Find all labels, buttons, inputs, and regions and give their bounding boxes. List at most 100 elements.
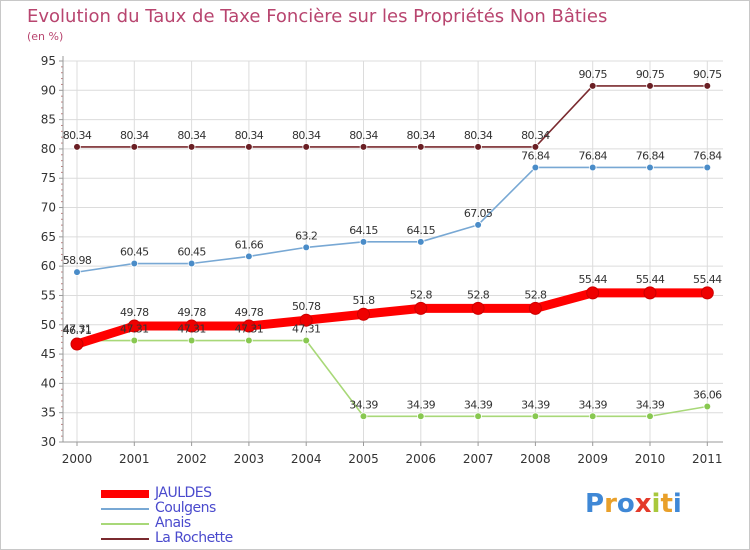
data-point-la-rochette-2001 [130,143,139,151]
data-point-la-rochette-2008 [531,143,540,151]
data-point-jauldes-2007 [471,301,485,315]
data-point-anais-2007 [474,412,482,421]
data-label-jauldes-2010: 55.44 [636,273,665,286]
data-label-jauldes-2001: 49.78 [120,306,149,319]
y-tick-label-40: 40 [41,376,56,390]
data-point-anais-2002 [187,336,196,345]
y-tick-label-95: 95 [41,54,56,68]
data-label-anais-2007: 34.39 [464,398,493,411]
data-point-la-rochette-2005 [359,143,368,151]
legend-label-anais: Anais [155,515,191,531]
y-tick-label-70: 70 [41,201,56,215]
proxiti-logo: Proxiti [585,489,682,519]
data-point-jauldes-2010 [643,286,657,300]
data-label-anais-2002: 47.31 [177,323,206,336]
y-tick-label-35: 35 [41,406,56,420]
data-point-jauldes-2008 [528,301,542,315]
data-label-coulgens-2001: 60.45 [120,246,149,259]
y-tick-label-45: 45 [41,347,56,361]
data-label-anais-2009: 34.39 [578,398,607,411]
logo-letter: r [604,489,617,519]
data-point-coulgens-2000 [73,268,81,276]
data-point-coulgens-2009 [588,163,597,172]
data-point-coulgens-2011 [703,163,712,172]
legend-swatch-la-rochette [101,538,149,540]
data-label-la-rochette-2004: 80.34 [292,129,321,142]
data-point-anais-2005 [359,412,368,421]
data-label-jauldes-2005: 51.8 [352,294,375,307]
data-label-la-rochette-2007: 80.34 [464,129,493,142]
data-label-coulgens-2004: 63.2 [295,229,317,242]
series-line-jauldes [72,288,712,349]
y-tick-label-85: 85 [41,113,56,127]
legend-swatch-jauldes [101,490,149,498]
data-label-la-rochette-2000: 80.34 [63,129,92,142]
data-point-coulgens-2003 [245,252,253,261]
data-label-jauldes-2007: 52.8 [467,288,490,301]
data-label-anais-2004: 47.31 [292,323,321,336]
data-point-la-rochette-2011 [703,82,712,90]
legend-swatch-anais [101,523,149,525]
data-point-coulgens-2001 [130,259,139,268]
data-label-anais-2006: 34.39 [407,398,436,411]
data-label-coulgens-2007: 67.05 [464,207,493,220]
data-label-anais-2005: 34.39 [349,398,378,411]
logo-letter: i [651,489,661,519]
data-label-jauldes-2011: 55.44 [693,273,722,286]
y-tick-label-90: 90 [41,83,56,97]
data-label-jauldes-2006: 52.8 [410,288,433,301]
data-label-la-rochette-2006: 80.34 [407,129,436,142]
legend-label-coulgens: Coulgens [155,500,216,516]
data-point-jauldes-2001 [127,319,141,333]
chart-subtitle: (en %) [27,30,64,43]
y-tick-label-55: 55 [41,288,56,302]
data-point-la-rochette-2010 [646,82,654,90]
data-label-coulgens-2010: 76.84 [636,149,665,162]
x-tick-label-2011: 2011 [692,452,723,466]
data-label-coulgens-2000: 58.98 [63,254,92,267]
data-point-jauldes-2000 [70,337,84,351]
data-label-la-rochette-2008: 80.34 [521,129,550,142]
data-label-coulgens-2009: 76.84 [578,149,607,162]
data-label-anais-2008: 34.39 [521,398,550,411]
data-point-coulgens-2004 [302,243,311,252]
x-tick-label-2010: 2010 [635,452,666,466]
data-label-la-rochette-2010: 90.75 [636,68,665,81]
data-point-la-rochette-2006 [416,143,425,151]
data-label-la-rochette-2005: 80.34 [349,129,378,142]
data-label-coulgens-2006: 64.15 [407,224,436,237]
data-label-la-rochette-2011: 90.75 [693,68,722,81]
data-point-anais-2006 [416,412,425,421]
data-point-la-rochette-2003 [245,143,253,151]
data-point-anais-2010 [646,412,654,421]
data-point-jauldes-2003 [242,319,256,333]
data-point-anais-2008 [531,412,540,421]
logo-letter: t [660,489,673,519]
data-label-coulgens-2003: 61.66 [235,238,264,251]
grid-lines [63,60,723,443]
legend-label-jauldes: JAULDES [155,485,212,501]
data-label-coulgens-2002: 60.45 [177,246,206,259]
data-point-la-rochette-2009 [588,82,597,90]
data-label-anais-2011: 36.06 [693,388,722,401]
x-tick-label-2006: 2006 [406,452,437,466]
logo-letter: o [616,489,635,519]
data-label-la-rochette-2009: 90.75 [578,68,607,81]
logo-letter: P [585,489,605,519]
data-label-jauldes-2004: 50.78 [292,300,321,313]
data-point-jauldes-2004 [299,313,313,327]
data-point-la-rochette-2000 [73,143,81,151]
data-point-jauldes-2005 [357,307,370,321]
x-tick-label-2009: 2009 [577,452,608,466]
series-lines [70,82,714,421]
x-tick-label-2005: 2005 [348,452,379,466]
data-label-anais-2000: 47.31 [63,323,92,336]
data-label-coulgens-2008: 76.84 [521,149,550,162]
data-point-coulgens-2006 [416,238,425,246]
data-label-anais-2003: 47.31 [235,323,264,336]
data-point-la-rochette-2007 [474,143,482,151]
data-point-coulgens-2007 [474,221,482,229]
x-tick-label-2001: 2001 [119,452,150,466]
data-label-jauldes-2002: 49.78 [177,306,206,319]
